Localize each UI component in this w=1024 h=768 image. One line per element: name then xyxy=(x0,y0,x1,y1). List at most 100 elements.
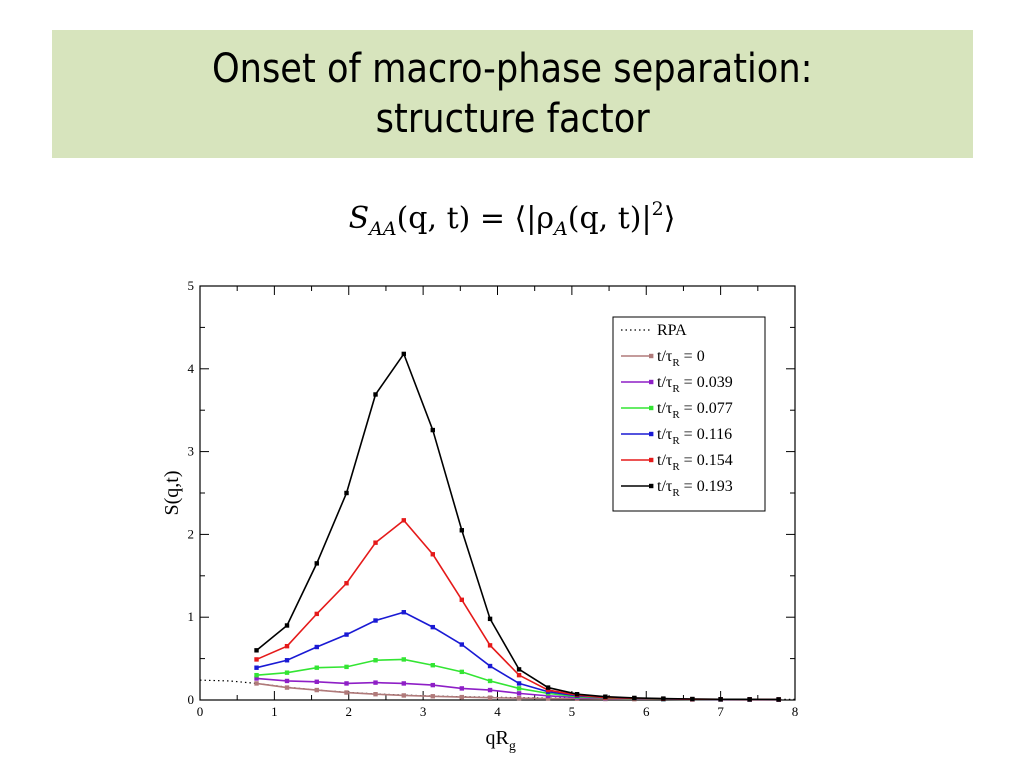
data-point xyxy=(487,695,493,700)
legend-swatch-marker xyxy=(649,457,654,463)
data-point xyxy=(373,392,378,397)
data-point xyxy=(545,687,551,693)
data-point xyxy=(516,672,522,678)
data-point xyxy=(344,664,349,670)
legend-label-subscript: R xyxy=(672,461,680,473)
data-point xyxy=(430,427,435,433)
legend-label-subscript: R xyxy=(672,435,680,447)
x-tick-label: 8 xyxy=(792,704,799,719)
legend-label-suffix: = 0.193 xyxy=(680,478,733,495)
data-point xyxy=(284,623,290,628)
structure-factor-equation: SAA(q, t) = ⟨|ρA(q, t)|2⟩ xyxy=(0,198,1024,240)
data-point xyxy=(254,657,259,662)
data-point xyxy=(401,351,406,357)
data-point xyxy=(459,597,464,603)
data-point xyxy=(314,687,319,693)
data-point xyxy=(314,679,319,684)
data-point xyxy=(516,681,522,686)
data-point xyxy=(430,694,435,699)
data-point xyxy=(373,658,378,663)
data-point xyxy=(401,657,406,662)
data-point xyxy=(284,670,290,675)
legend-label-suffix: = 0 xyxy=(680,348,705,365)
x-tick-label: 4 xyxy=(494,704,501,719)
legend-label: t/τR = 0.116 xyxy=(657,426,732,447)
data-point xyxy=(690,696,695,702)
y-tick-label: 1 xyxy=(188,609,195,624)
legend-label-suffix: = 0.116 xyxy=(680,426,732,443)
data-point xyxy=(373,540,378,545)
data-point xyxy=(545,696,551,701)
x-axis-label-main: qR xyxy=(486,727,510,749)
equation-rho-subscript: A xyxy=(554,218,568,240)
equation-rhs-args: (q, t)| xyxy=(567,201,652,236)
data-point xyxy=(401,518,406,523)
data-point xyxy=(254,681,259,686)
x-tick-label: 1 xyxy=(271,704,278,719)
y-tick-label: 0 xyxy=(188,692,195,707)
data-point xyxy=(344,690,349,695)
legend-box xyxy=(612,316,766,512)
equation-close-bracket: ⟩ xyxy=(663,201,676,236)
legend-label-subscript: R xyxy=(672,487,680,499)
data-point xyxy=(373,692,378,697)
data-point xyxy=(430,663,435,668)
data-point xyxy=(459,669,464,675)
legend-label-prefix: t/τ xyxy=(657,452,673,469)
data-point xyxy=(487,643,493,648)
data-point xyxy=(516,691,522,696)
equation-power: 2 xyxy=(651,198,664,220)
data-point xyxy=(314,611,319,617)
data-point xyxy=(487,663,493,669)
data-point xyxy=(401,693,406,698)
legend-label: t/τR = 0.077 xyxy=(657,400,733,421)
x-tick-label: 6 xyxy=(643,704,650,719)
legend-label-prefix: t/τ xyxy=(657,400,673,417)
data-point xyxy=(545,685,551,690)
data-point xyxy=(373,680,378,685)
legend-label-prefix: t/τ xyxy=(657,348,673,365)
data-point xyxy=(373,618,378,623)
data-point xyxy=(718,697,723,702)
data-point xyxy=(254,676,259,681)
x-tick-label: 2 xyxy=(346,704,353,719)
data-point xyxy=(459,694,464,700)
data-point xyxy=(747,697,752,702)
equation-lhs-args: (q, t) = ⟨|ρ xyxy=(396,201,554,236)
x-axis-label: qRg xyxy=(486,727,516,754)
x-tick-label: 3 xyxy=(420,704,427,719)
data-point xyxy=(344,632,349,637)
data-point xyxy=(401,681,406,686)
legend-label: t/τR = 0.193 xyxy=(657,478,733,499)
y-tick-label: 3 xyxy=(188,444,195,459)
x-tick-label: 5 xyxy=(569,704,576,719)
data-point xyxy=(661,696,666,701)
equation-lhs-symbol: S xyxy=(348,201,370,236)
data-point xyxy=(459,528,464,533)
data-point xyxy=(284,678,290,684)
data-point xyxy=(344,490,349,496)
legend-label-subscript: R xyxy=(672,383,680,395)
data-point xyxy=(314,644,319,650)
y-axis-label: S(q,t) xyxy=(161,471,183,516)
x-tick-label: 7 xyxy=(717,704,724,719)
series-layer xyxy=(199,351,795,702)
equation-lhs-subscript: AA xyxy=(369,218,397,240)
data-point xyxy=(516,686,522,691)
slide-title-line-2: structure factor xyxy=(375,96,650,142)
data-point xyxy=(545,693,551,699)
x-tick-label: 0 xyxy=(197,704,204,719)
data-point xyxy=(254,665,259,670)
data-point xyxy=(254,672,259,678)
legend-label: t/τR = 0.154 xyxy=(657,452,733,473)
data-point xyxy=(487,616,493,622)
data-point xyxy=(401,610,406,615)
legend-label: t/τR = 0 xyxy=(657,348,705,369)
legend-label-suffix: = 0.039 xyxy=(680,374,733,391)
data-point xyxy=(254,648,259,653)
data-point xyxy=(516,667,522,672)
data-point xyxy=(314,561,319,566)
legend-label-subscript: R xyxy=(672,409,680,421)
